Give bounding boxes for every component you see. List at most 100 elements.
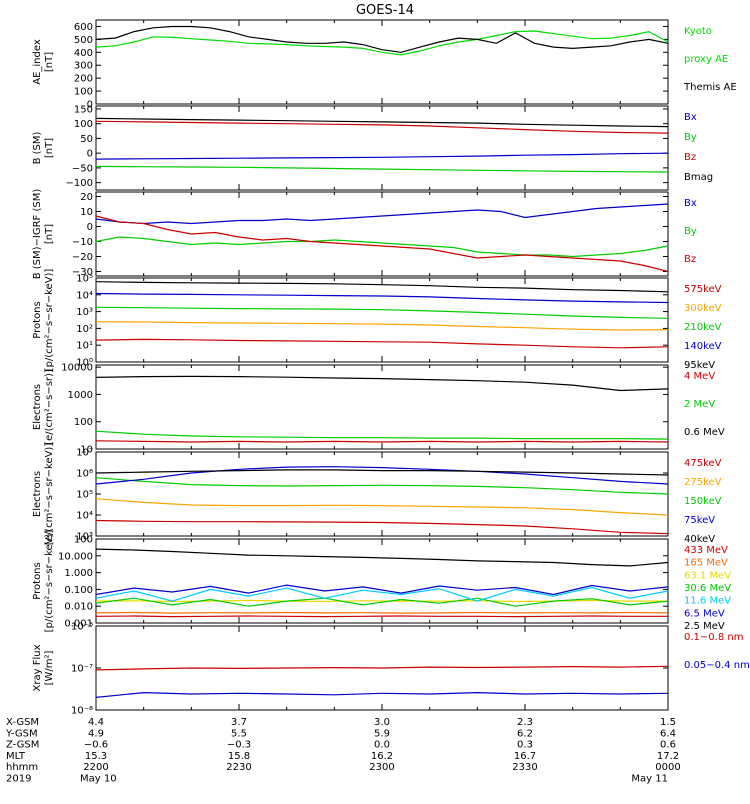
y-tick-label: 200	[74, 74, 93, 85]
series-line-63-1-mev	[95, 599, 668, 603]
legend-entry: 2 MeV	[684, 399, 715, 410]
y-tick-label: 10⁻⁶	[71, 622, 93, 633]
y-tick-label: 100	[74, 119, 93, 130]
y-tick-label: 400	[74, 48, 93, 59]
series-line-275kev	[95, 498, 669, 516]
footer-value: 0.3	[517, 740, 533, 751]
series-line-4-mev	[95, 440, 669, 443]
footer-value: 17.2	[657, 751, 679, 762]
y-tick-label: 100	[74, 87, 93, 98]
y-tick-label: 10000	[61, 363, 93, 374]
y-tick-label: 10¹	[76, 341, 93, 352]
legend-entry: 75keV	[684, 515, 715, 526]
footer-row-label: hhmm	[6, 762, 38, 773]
legend-entry: Kyoto	[684, 26, 712, 37]
panels: 0100200300400500600AE_index[nT]Kyotoprox…	[32, 19, 750, 717]
legend-entry: Bx	[684, 198, 697, 209]
panel-frame	[95, 451, 669, 537]
y-tick-label: 0	[87, 100, 93, 111]
y-tick-label: 600	[74, 22, 93, 33]
y-tick-label: 300	[74, 61, 93, 72]
y-tick-label: 100	[74, 535, 93, 546]
series-line-210kev	[95, 321, 669, 331]
legend-entry: 30.6 MeV	[684, 583, 731, 594]
series-line-kyoto-proxy-ae	[95, 30, 669, 56]
y-tick-label: 10.000	[58, 551, 93, 562]
y-tick-label: 10⁷	[76, 448, 93, 459]
y-tick-label: 0.001	[64, 619, 93, 630]
panel-8: 10⁻⁸ 10⁻⁷ 10⁻⁶ Xray Flux[W/m²] 0.1−0.8 nm 0.0…	[32, 622, 750, 717]
panel-7: 0.001 0.010 0.100 1.000 10.000 100 Protons[p/(…	[32, 530, 731, 633]
series-line-75kev	[95, 466, 669, 485]
panel-frame	[95, 105, 669, 191]
series-line-bmag	[95, 117, 669, 128]
legend-entry: 0.6 MeV	[684, 427, 725, 438]
legend-entry: Bmag	[684, 172, 713, 183]
footer-value: 15.3	[85, 751, 107, 762]
footer-value: −0.6	[84, 740, 108, 751]
legend-entry: 40keV	[684, 534, 715, 545]
y-axis-label-line: Xray Flux	[32, 644, 43, 691]
legend-entry: 275keV	[684, 477, 722, 488]
series-line-40kev	[95, 469, 669, 476]
y-tick-label: 0.010	[64, 602, 93, 613]
y-tick-label: 10³	[76, 307, 93, 318]
footer-value: 6.4	[660, 728, 676, 739]
series-line-11-6-mev	[95, 586, 669, 602]
plot-title: GOES-14	[356, 3, 414, 18]
footer-row-label: MLT	[6, 751, 26, 762]
footer-value: 6.2	[517, 728, 533, 739]
series-line-by	[95, 165, 669, 173]
legend-entry: 433 MeV	[684, 545, 728, 556]
y-tick-label: 20	[80, 192, 93, 203]
y-axis-label-line: B (SM)	[32, 131, 43, 164]
legend-entry: Bx	[684, 112, 697, 123]
y-axis-label-line: Protons	[32, 301, 43, 338]
footer-value: 2200	[83, 762, 108, 773]
y-tick-label: −30	[72, 267, 93, 278]
series-line-bx	[95, 203, 669, 225]
panel-3: −30 −20 −10 0 10 20 B (SM)−IGRF (SM)[nT] Bx By Bz	[32, 189, 697, 280]
legend-entry: 2.5 MeV	[684, 621, 725, 632]
y-tick-label: −50	[72, 163, 93, 174]
footer-value: 5.5	[231, 728, 247, 739]
footer-value: 2230	[226, 762, 251, 773]
legend-entry: By	[684, 226, 697, 237]
series-line-0-05-0-4-nm	[95, 691, 669, 698]
y-axis-label: B (SM)[nT]	[32, 131, 55, 164]
footer-value: 4.9	[88, 728, 104, 739]
y-tick-label: 500	[74, 35, 93, 46]
series-line-bz	[95, 120, 669, 134]
series-line-0-1-0-8-nm	[95, 665, 669, 671]
legend-entry: 0.05−0.4 nm	[684, 660, 750, 671]
y-axis-label: Protons[p/(cm²−s−sr−keV)]	[32, 530, 55, 633]
legend-entry: 300keV	[684, 303, 722, 314]
legend-entry: 140keV	[684, 341, 722, 352]
footer-value: 4.4	[88, 717, 104, 728]
y-tick-label: −100	[66, 178, 93, 189]
y-tick-label: 10⁵	[76, 490, 93, 501]
series-line-300kev	[95, 338, 669, 349]
y-axis-label: B (SM)−IGRF (SM)[nT]	[32, 189, 55, 280]
legend-entry: Bz	[684, 152, 696, 163]
y-axis-label-line: [nT]	[44, 52, 55, 72]
legend-entry: Bz	[684, 254, 696, 265]
footer-row-label: X-GSM	[6, 717, 39, 728]
footer-value: 16.2	[371, 751, 393, 762]
y-tick-label: 10	[80, 445, 93, 456]
panel-4: 10⁰ 10¹ 10² 10³ 10⁴ 10⁵ Protons[p/(cm²−s−sr−ke…	[32, 269, 722, 372]
y-tick-label: 1000	[68, 390, 93, 401]
y-tick-label: 50	[80, 134, 93, 145]
series-line-150kev	[95, 477, 669, 495]
y-axis-label-line: Protons	[32, 562, 43, 599]
series-line-themis-ae	[95, 25, 669, 53]
y-axis-label-line: [W/m²]	[44, 650, 55, 685]
legend-entry: 6.5 MeV	[684, 608, 725, 619]
legend-entry: By	[684, 132, 697, 143]
legend-entry: 210keV	[684, 322, 722, 333]
footer-value: 2330	[512, 762, 537, 773]
footer-value: 2.3	[517, 717, 533, 728]
y-tick-label: 100	[74, 417, 93, 428]
legend-entry: 475keV	[684, 458, 722, 469]
footer-row-label: 2019	[6, 774, 31, 785]
